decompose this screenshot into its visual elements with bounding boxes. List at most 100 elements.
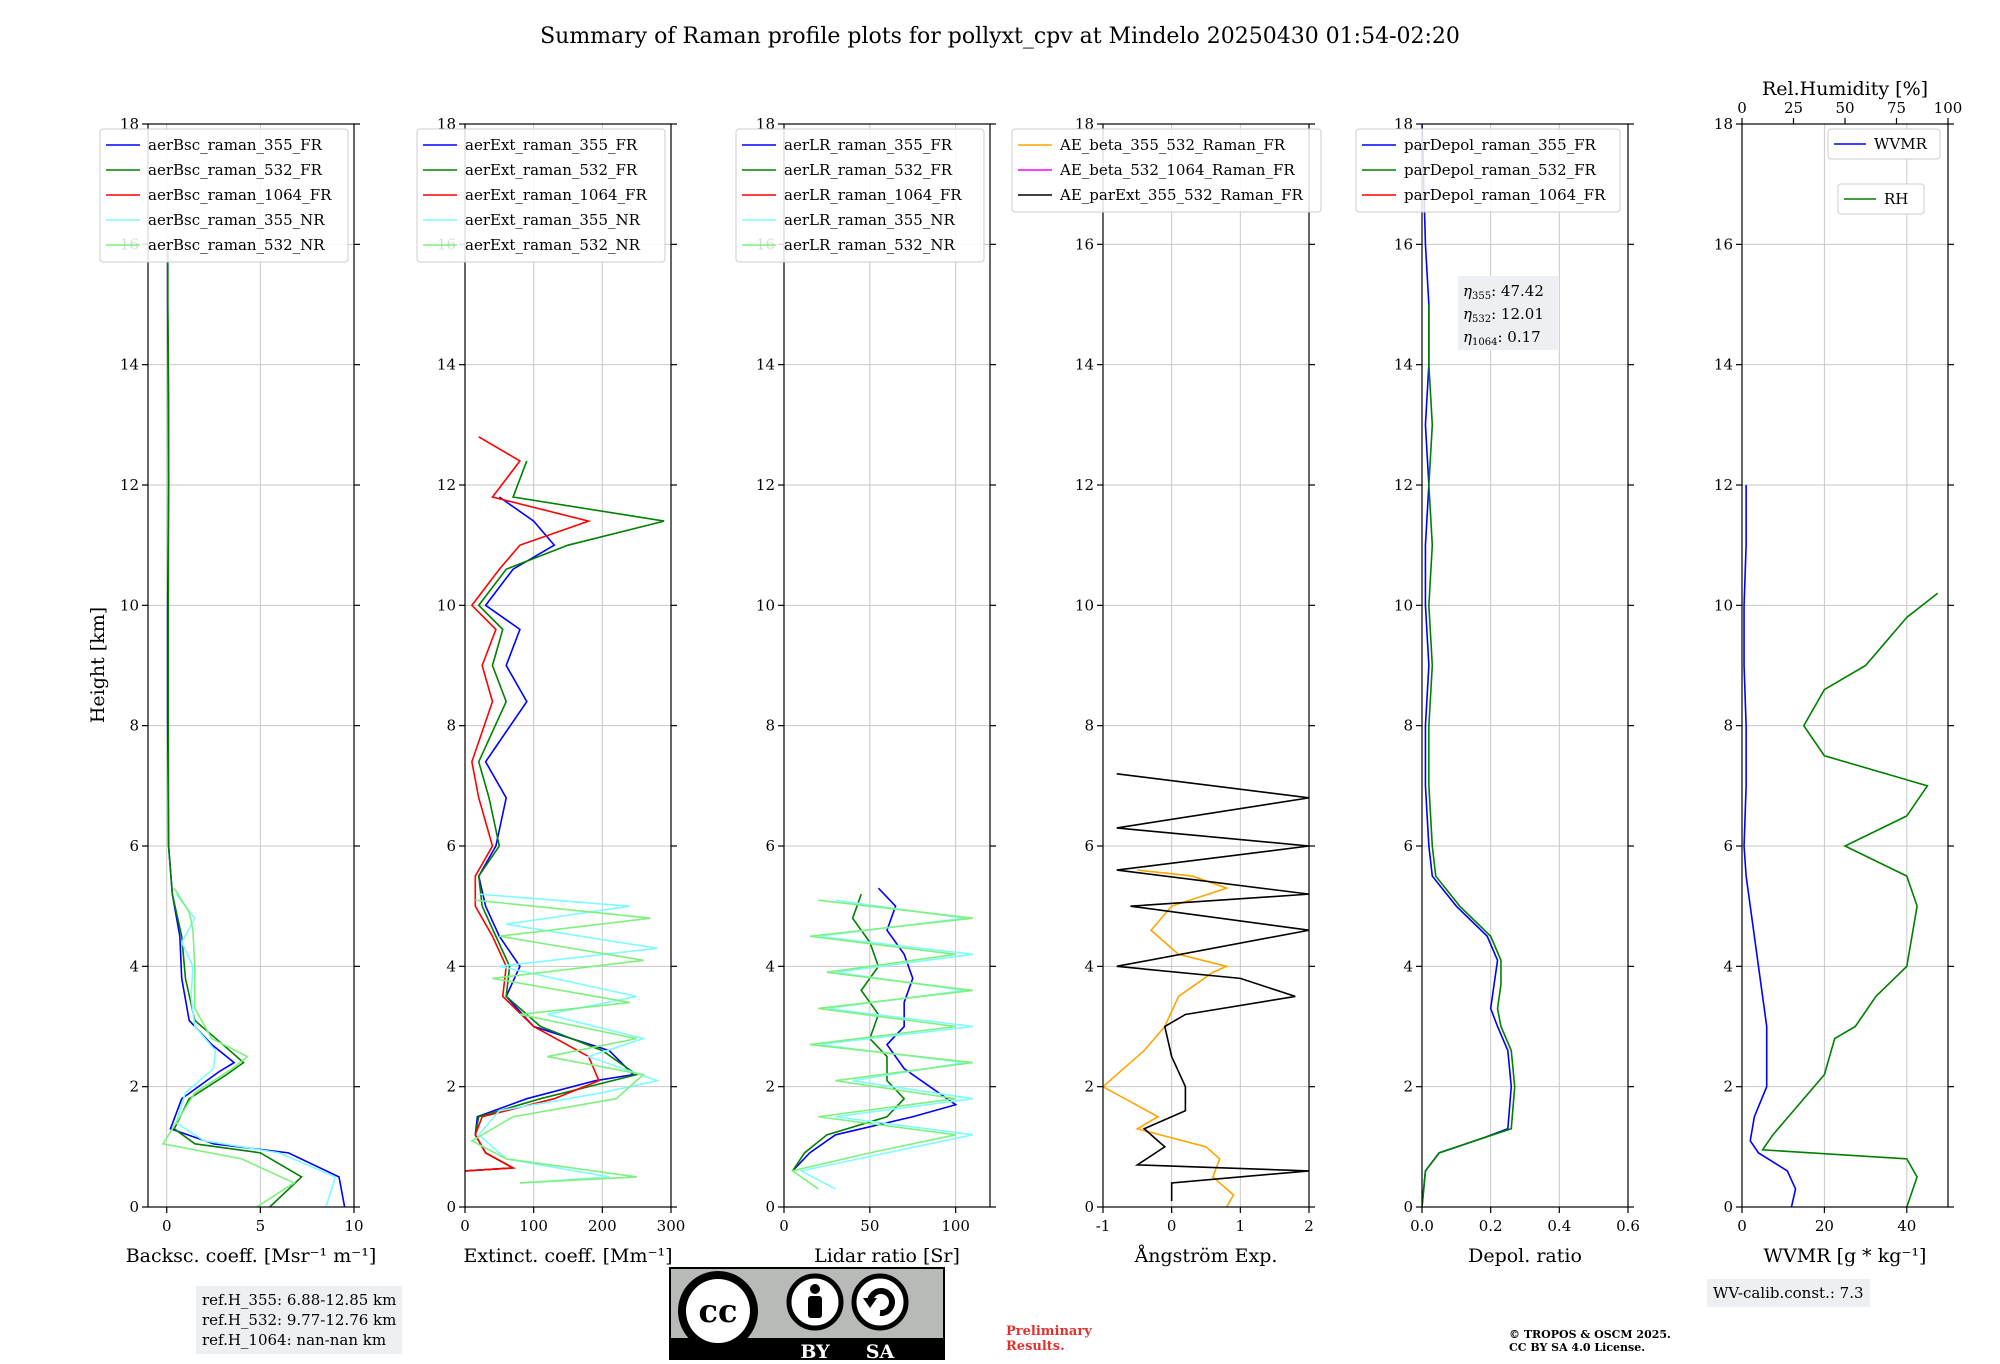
x-axis-label: Ångström Exp. [1134, 1245, 1278, 1267]
top-tick-label: 75 [1887, 99, 1906, 117]
x-tick-label: 300 [657, 1217, 686, 1235]
y-tick-label: 2 [1403, 1078, 1413, 1096]
eta-value-355: η355: 47.42 [1463, 282, 1544, 302]
y-tick-label: 14 [1075, 356, 1094, 374]
wv-calibration-box: WV-calib.const.: 7.3 [1707, 1279, 1870, 1307]
x-tick-label: 0.2 [1479, 1217, 1503, 1235]
series-line-aerBsc_raman_355_NR [175, 893, 337, 1207]
y-tick-label: 12 [437, 476, 456, 494]
axes-frame [1421, 123, 1629, 1208]
x-tick-label: 0 [460, 1217, 470, 1235]
legend-label: aerBsc_raman_355_FR [148, 136, 323, 154]
y-tick-label: 16 [1714, 235, 1733, 253]
legend-label: WVMR [1874, 135, 1928, 153]
figure-title: Summary of Raman profile plots for polly… [540, 24, 1460, 49]
y-tick-label: 6 [1403, 837, 1413, 855]
legend-box [1837, 183, 1925, 215]
axes-frame [1741, 123, 1949, 1208]
series-line-aerExt_raman_1064_FR [465, 436, 600, 1172]
by-person-head [810, 1284, 820, 1294]
legend-box [99, 128, 349, 263]
x-tick-label: 0 [162, 1217, 172, 1235]
y-tick-label: 6 [446, 837, 456, 855]
x-tick-label: 0 [1737, 1217, 1747, 1235]
cc-license-badge: cc BY SA [669, 1267, 945, 1364]
y-tick-label: 14 [1714, 356, 1733, 374]
y-tick-label: 12 [1075, 476, 1094, 494]
legend-label: aerExt_raman_532_FR [465, 161, 638, 179]
legend-label: AE_beta_355_532_Raman_FR [1059, 136, 1286, 154]
y-tick-label: 4 [765, 957, 775, 975]
preliminary-line-1: Preliminary [1006, 1324, 1092, 1339]
series-line-parDepol_raman_355_FR [1422, 124, 1513, 1207]
y-tick-label: 4 [1723, 957, 1733, 975]
y-axis-label: Height [km] [87, 607, 109, 723]
legend-label: parDepol_raman_532_FR [1404, 161, 1597, 179]
sa-arrow-arc [867, 1288, 895, 1317]
legend-label: aerBsc_raman_355_NR [148, 211, 325, 229]
legend-label: AE_parExt_355_532_Raman_FR [1059, 186, 1304, 204]
legend-label: aerLR_raman_355_NR [784, 211, 955, 229]
legend-label: aerBsc_raman_532_FR [148, 161, 323, 179]
series-group [1103, 773, 1309, 1207]
y-tick-label: 2 [446, 1078, 456, 1096]
x-tick-label: 20 [1815, 1217, 1834, 1235]
series-group [161, 244, 346, 1207]
y-tick-label: 0 [1403, 1198, 1413, 1216]
legend-label: aerExt_raman_532_NR [465, 236, 641, 254]
y-tick-label: 12 [120, 476, 139, 494]
panel-1: 0246810121416180510Backsc. coeff. [Msr⁻¹… [99, 115, 376, 1267]
x-tick-label: 0.0 [1410, 1217, 1434, 1235]
series-line-RH [1761, 592, 1939, 1207]
legend-label: parDepol_raman_355_FR [1404, 136, 1597, 154]
eta-value-1064: η1064: 0.17 [1463, 328, 1541, 348]
x-tick-label: 200 [588, 1217, 617, 1235]
axes-frame [783, 123, 991, 1208]
series-line-aerLR_raman_355_FR [792, 887, 958, 1172]
panel-2: 0246810121416180100200300Extinct. coeff.… [416, 115, 686, 1267]
sa-share-alike-icon [851, 1273, 909, 1331]
x-tick-label: 0.6 [1616, 1217, 1640, 1235]
y-tick-label: 8 [765, 717, 775, 735]
series-line-aerLR_raman_355_NR [798, 899, 973, 1190]
legend-box [1355, 128, 1621, 213]
series-line-aerLR_raman_532_FR [791, 893, 906, 1172]
preliminary-results-note: Preliminary Results. [1006, 1324, 1092, 1354]
series-line-aerBsc_raman_532_FR [167, 244, 303, 1207]
y-tick-label: 6 [1084, 837, 1094, 855]
y-tick-label: 2 [1723, 1078, 1733, 1096]
series-group [1422, 124, 1516, 1207]
y-tick-label: 8 [1403, 717, 1413, 735]
ref-height-355: ref.H_355: 6.88-12.85 km [202, 1291, 397, 1309]
y-tick-label: 14 [756, 356, 775, 374]
x-tick-label: 0.4 [1547, 1217, 1571, 1235]
legend-label: aerBsc_raman_532_NR [148, 236, 325, 254]
y-tick-label: 12 [756, 476, 775, 494]
legend-label: aerLR_raman_355_FR [784, 136, 953, 154]
y-tick-label: 10 [756, 596, 775, 614]
x-tick-label: 0 [779, 1217, 789, 1235]
series-line-aerExt_raman_355_FR [465, 496, 635, 1172]
panel-3: 024681012141618050100Lidar ratio [Sr]aer… [735, 115, 996, 1267]
legend-label: aerExt_raman_1064_FR [465, 186, 647, 204]
y-tick-label: 8 [446, 717, 456, 735]
copyright-line-2: CC BY SA 4.0 License. [1509, 1341, 1646, 1354]
legend-label: AE_beta_532_1064_Raman_FR [1059, 161, 1295, 179]
legend-label: aerBsc_raman_1064_FR [148, 186, 332, 204]
x-tick-label: 0 [1167, 1217, 1177, 1235]
legend-box [416, 128, 666, 263]
y-tick-label: 12 [1394, 476, 1413, 494]
preliminary-line-2: Results. [1006, 1339, 1065, 1354]
legend-label: aerExt_raman_355_NR [465, 211, 641, 229]
eta-annotation-box [1458, 276, 1558, 350]
series-line-aerLR_raman_532_NR [790, 899, 973, 1190]
legend-box [735, 128, 985, 263]
y-tick-label: 4 [446, 957, 456, 975]
y-tick-label: 8 [129, 717, 139, 735]
series-group [790, 887, 973, 1190]
y-tick-label: 16 [1075, 235, 1094, 253]
series-line-aerBsc_raman_532_NR [161, 887, 296, 1207]
y-tick-label: 6 [1723, 837, 1733, 855]
y-tick-label: 0 [765, 1198, 775, 1216]
